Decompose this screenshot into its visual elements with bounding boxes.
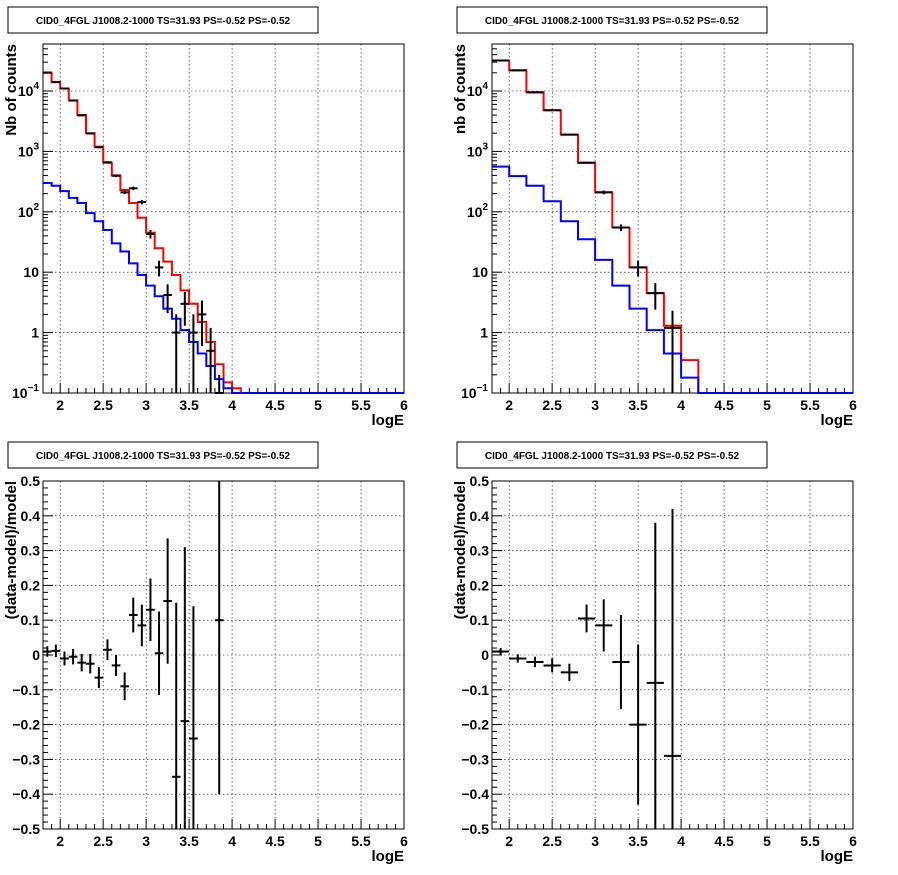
model-source-histogram (492, 165, 853, 394)
y-tick-label: 10 (23, 264, 39, 280)
x-tick-label: 2.5 (542, 833, 562, 849)
x-tick-label: 6 (400, 833, 408, 849)
x-tick-label: 3.5 (628, 833, 648, 849)
y-axis-title: (data-model)/model (452, 481, 469, 619)
y-tick-label: 0.2 (21, 577, 41, 593)
title-box (456, 441, 768, 469)
x-tick-label: 3 (591, 397, 599, 413)
y-tick-label: 102 (467, 202, 489, 220)
x-axis-title: logE (372, 848, 405, 865)
y-tick-label: 0.5 (470, 473, 490, 489)
y-tick-label: 0.3 (21, 543, 41, 559)
y-tick-label: 0 (481, 647, 489, 663)
y-tick-label: 103 (18, 141, 40, 159)
y-axis-title: Nb of counts (3, 44, 20, 136)
x-tick-label: 4 (228, 397, 236, 413)
y-tick-label: 0.1 (470, 612, 490, 628)
x-tick-label: 6 (849, 833, 857, 849)
title-box (7, 6, 319, 34)
x-tick-label: 5 (314, 833, 322, 849)
y-tick-label: 1 (480, 325, 488, 341)
y-tick-label: −0.5 (12, 821, 40, 837)
x-tick-label: 4.5 (714, 397, 734, 413)
y-tick-label: −0.4 (461, 786, 489, 802)
x-tick-label: 2.5 (93, 397, 113, 413)
chart-title: CID0_4FGL J1008.2-1000 TS=31.93 PS=-0.52… (36, 451, 291, 462)
x-tick-label: 5 (763, 397, 771, 413)
x-tick-label: 5.5 (351, 833, 371, 849)
x-tick-label: 5.5 (800, 833, 820, 849)
x-tick-label: 2 (56, 397, 64, 413)
y-tick-label: 0.4 (21, 508, 41, 524)
y-tick-label: −0.4 (12, 786, 40, 802)
x-tick-label: 6 (849, 397, 857, 413)
y-tick-label: 0.4 (470, 508, 490, 524)
y-tick-label: 102 (18, 202, 40, 220)
y-tick-label: −0.3 (12, 751, 40, 767)
y-tick-label: 104 (18, 81, 40, 99)
x-tick-label: 3 (142, 397, 150, 413)
chart-panel-4: CID0_4FGL J1008.2-1000 TS=31.93 PS=-0.52… (452, 441, 857, 865)
chart-title: CID0_4FGL J1008.2-1000 TS=31.93 PS=-0.52… (485, 451, 740, 462)
y-tick-label: 1 (31, 325, 39, 341)
model-total-histogram (43, 71, 404, 394)
y-tick-label: −0.1 (12, 682, 40, 698)
y-tick-label: −0.2 (12, 717, 40, 733)
plot-frame (42, 480, 405, 830)
x-tick-label: 2 (56, 833, 64, 849)
chart-panel-1: CID0_4FGL J1008.2-1000 TS=31.93 PS=-0.52… (3, 6, 408, 429)
x-tick-label: 4.5 (265, 833, 285, 849)
x-tick-label: 5.5 (351, 397, 371, 413)
y-tick-label: −0.3 (461, 751, 489, 767)
x-axis-title: logE (821, 848, 854, 865)
x-tick-label: 5 (314, 397, 322, 413)
title-box (456, 6, 768, 34)
y-tick-label: 103 (467, 141, 489, 159)
x-tick-label: 4 (228, 833, 236, 849)
x-tick-label: 4 (677, 397, 685, 413)
x-tick-label: 2 (505, 397, 513, 413)
x-tick-label: 3.5 (179, 397, 199, 413)
x-tick-label: 4 (677, 833, 685, 849)
y-tick-label: 0.5 (21, 473, 41, 489)
y-axis-title: nb of counts (452, 44, 469, 134)
y-tick-label: 0.1 (21, 612, 41, 628)
x-tick-label: 6 (400, 397, 408, 413)
y-tick-label: 10−1 (12, 383, 39, 401)
chart-title: CID0_4FGL J1008.2-1000 TS=31.93 PS=-0.52… (485, 16, 740, 27)
y-tick-label: 104 (467, 81, 489, 99)
x-tick-label: 5.5 (800, 397, 820, 413)
x-tick-label: 2.5 (93, 833, 113, 849)
x-tick-label: 3 (591, 833, 599, 849)
x-tick-label: 5 (763, 833, 771, 849)
plot-frame (42, 43, 405, 394)
y-tick-label: −0.5 (461, 821, 489, 837)
y-tick-label: 0 (32, 647, 40, 663)
x-tick-label: 2.5 (542, 397, 562, 413)
x-axis-title: logE (372, 412, 405, 429)
y-axis-title: (data-model)/model (3, 481, 20, 619)
y-tick-label: −0.1 (461, 682, 489, 698)
chart-title: CID0_4FGL J1008.2-1000 TS=31.93 PS=-0.52… (36, 16, 291, 27)
chart-panel-2: CID0_4FGL J1008.2-1000 TS=31.93 PS=-0.52… (452, 6, 857, 429)
x-tick-label: 3 (142, 833, 150, 849)
model-source-histogram (43, 182, 404, 394)
x-tick-label: 4.5 (265, 397, 285, 413)
y-tick-label: 10 (472, 264, 488, 280)
chart-panel-3: CID0_4FGL J1008.2-1000 TS=31.93 PS=-0.52… (3, 441, 408, 865)
x-axis-title: logE (821, 412, 854, 429)
x-tick-label: 3.5 (179, 833, 199, 849)
y-tick-label: 0.3 (470, 543, 490, 559)
x-tick-label: 4.5 (714, 833, 734, 849)
y-tick-label: −0.2 (461, 717, 489, 733)
y-tick-label: 0.2 (470, 577, 490, 593)
y-tick-label: 10−1 (461, 383, 488, 401)
x-tick-label: 2 (505, 833, 513, 849)
x-tick-label: 3.5 (628, 397, 648, 413)
title-box (7, 441, 319, 469)
